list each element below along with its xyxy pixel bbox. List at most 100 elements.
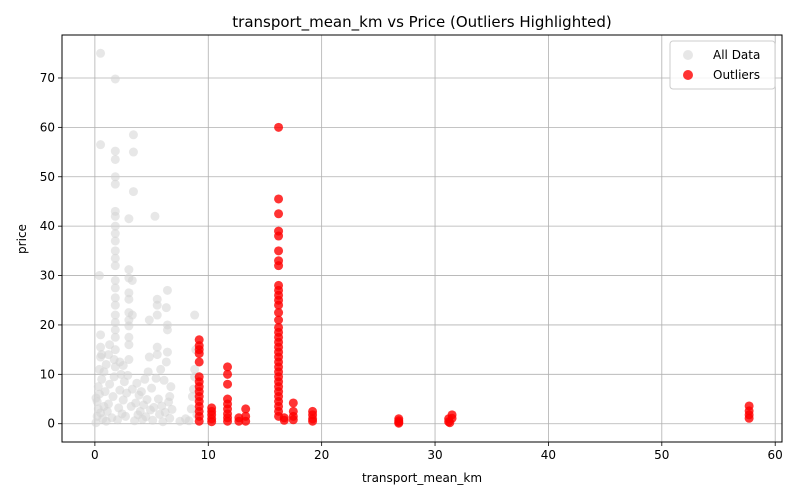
data-point-all: [153, 394, 163, 404]
data-point-all: [96, 330, 106, 340]
data-point-all: [144, 315, 154, 325]
points-layer: [91, 48, 754, 428]
data-point-all: [136, 387, 146, 397]
data-point-all: [190, 364, 200, 374]
x-tick-label: 10: [201, 448, 216, 462]
data-point-outlier: [445, 418, 455, 428]
data-point-outlier: [274, 315, 284, 325]
plot-area-frame: [61, 34, 783, 443]
data-point-all: [110, 221, 120, 231]
data-point-all: [105, 379, 115, 389]
data-point-all: [127, 310, 137, 320]
legend-label-all-data: All Data: [713, 48, 760, 62]
x-tick-label: 50: [654, 448, 669, 462]
data-point-all: [166, 382, 176, 392]
data-point-all: [158, 417, 168, 427]
data-point-outlier: [274, 308, 284, 318]
data-point-all: [110, 317, 120, 327]
data-point-outlier: [394, 418, 404, 428]
data-point-all: [161, 303, 171, 313]
data-point-all: [184, 416, 194, 426]
data-point-all: [110, 246, 120, 256]
data-point-outlier: [288, 398, 298, 408]
data-point-all: [101, 359, 111, 369]
data-point-all: [124, 332, 134, 342]
data-point-outlier: [234, 416, 244, 426]
data-point-all: [115, 385, 125, 395]
chart-title: transport_mean_km vs Price (Outliers Hig…: [232, 13, 611, 32]
y-tick-label: 0: [47, 417, 55, 431]
data-point-all: [96, 342, 106, 352]
data-point-outlier: [194, 349, 204, 359]
data-point-all: [120, 411, 130, 421]
data-point-outlier: [207, 417, 217, 427]
data-point-outlier: [223, 416, 233, 426]
data-point-all: [128, 147, 138, 157]
data-point-outlier: [241, 404, 251, 414]
data-point-all: [110, 332, 120, 342]
data-point-all: [103, 399, 113, 409]
data-point-all: [156, 364, 166, 374]
data-point-all: [149, 402, 159, 412]
data-point-all: [128, 187, 138, 197]
data-point-all: [110, 236, 120, 246]
data-point-all: [108, 392, 118, 402]
data-point-all: [118, 395, 128, 405]
data-point-all: [110, 206, 120, 216]
data-point-all: [96, 140, 106, 150]
x-tick-label: 30: [427, 448, 442, 462]
legend-swatch-all-data: [683, 50, 693, 60]
legend: All Data Outliers: [669, 40, 776, 90]
data-point-all: [141, 412, 151, 422]
data-point-all: [124, 340, 134, 350]
data-point-all: [124, 288, 134, 298]
data-point-outlier: [288, 415, 298, 425]
data-point-all: [151, 373, 161, 383]
data-point-all: [110, 154, 120, 164]
data-point-all: [150, 211, 160, 221]
data-point-all: [124, 265, 134, 275]
legend-label-outliers: Outliers: [713, 68, 760, 82]
data-point-outlier: [223, 362, 233, 372]
y-tick-label: 50: [40, 170, 55, 184]
data-point-all: [110, 253, 120, 263]
data-point-all: [142, 395, 152, 405]
x-tick-label: 0: [91, 448, 99, 462]
data-point-all: [124, 355, 134, 365]
data-point-outlier: [274, 231, 284, 241]
x-tick-label: 20: [314, 448, 329, 462]
data-point-all: [132, 378, 142, 388]
x-axis-ticks: 0 10 20 30 40 50 60: [91, 442, 783, 462]
data-point-outlier: [274, 246, 284, 256]
data-point-all: [96, 48, 106, 58]
data-point-all: [123, 370, 133, 380]
y-tick-label: 10: [40, 367, 55, 381]
data-point-all: [186, 404, 196, 414]
data-point-all: [94, 271, 104, 281]
data-point-all: [152, 294, 162, 304]
x-tick-label: 60: [768, 448, 783, 462]
data-point-all: [100, 387, 110, 397]
data-point-all: [118, 360, 128, 370]
y-axis-ticks: 0 10 20 30 40 50 60 70: [40, 71, 62, 431]
data-point-all: [161, 357, 171, 367]
data-point-outlier: [274, 194, 284, 204]
data-point-all: [110, 325, 120, 335]
y-axis-label: price: [15, 224, 29, 254]
data-point-outlier: [223, 379, 233, 389]
data-point-all: [102, 406, 112, 416]
x-tick-label: 40: [541, 448, 556, 462]
y-tick-label: 70: [40, 71, 55, 85]
data-point-outlier: [744, 413, 754, 423]
data-point-all: [165, 392, 175, 402]
data-point-all: [167, 404, 177, 414]
data-point-all: [162, 285, 172, 295]
data-point-all: [110, 275, 120, 285]
data-point-all: [97, 374, 107, 384]
data-point-all: [124, 294, 134, 304]
data-point-outlier: [274, 261, 284, 271]
data-point-all: [143, 367, 153, 377]
data-point-all: [110, 293, 120, 303]
data-point-all: [162, 347, 172, 357]
